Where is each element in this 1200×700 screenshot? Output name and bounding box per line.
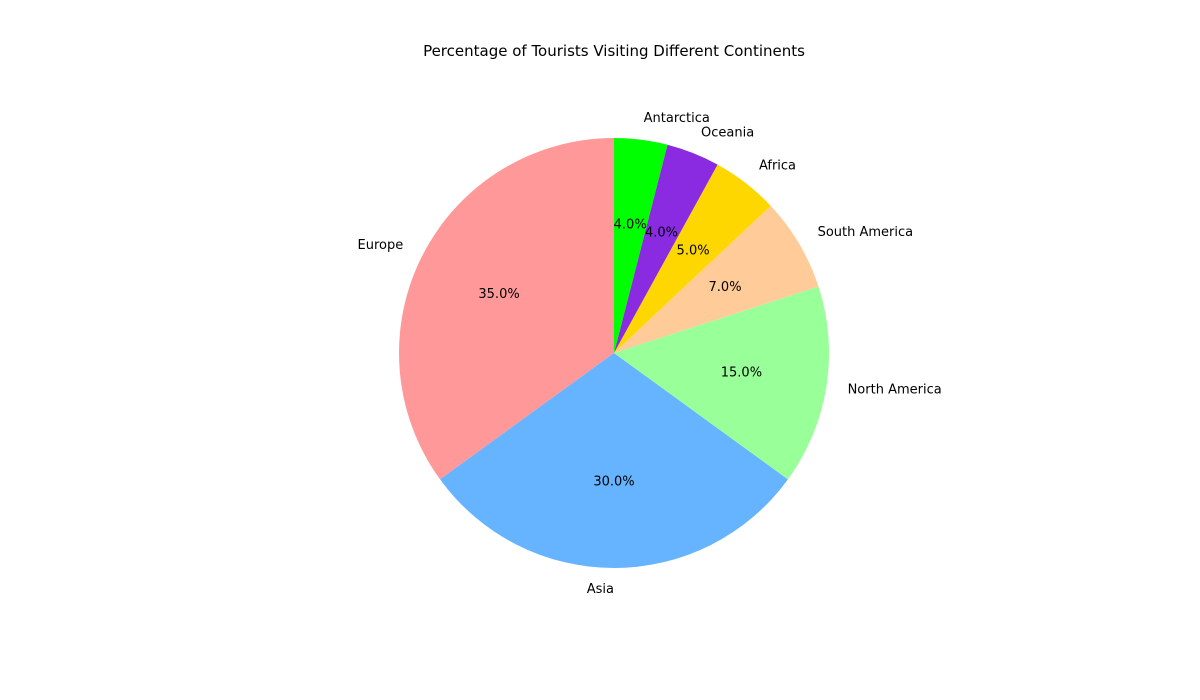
pie-slice-north-america (614, 286, 830, 480)
slice-label-asia: Asia (587, 582, 614, 597)
pct-label-oceania: 4.0% (645, 226, 678, 241)
pie-slice-antarctica (614, 138, 668, 353)
percentage-labels: 35.0% 30.0% 15.0% 7.0% 5.0% 4.0%4.0% (478, 218, 762, 490)
slice-label-south-america: South America (818, 225, 914, 240)
pie-slice-europe (399, 138, 614, 480)
pct-label-antarctica: 4.0% (614, 218, 647, 233)
slice-label-antarctica: Antarctica (644, 111, 710, 126)
pie-slices (399, 138, 830, 568)
pct-label-africa: 5.0% (677, 244, 710, 259)
pie-slice-africa (614, 164, 771, 353)
pie-slice-south-america (614, 205, 819, 353)
pie-slice-oceania (614, 144, 718, 353)
pct-label-north-america: 15.0% (721, 366, 762, 381)
slice-label-oceania: Oceania (701, 126, 754, 141)
pct-label-south-america: 7.0% (709, 280, 742, 295)
slice-labels: Europe Asia North America South America Afri… (358, 111, 942, 597)
pct-label-asia: 30.0% (593, 475, 634, 490)
pct-label-europe: 35.0% (478, 287, 519, 302)
chart-title: Percentage of Tourists Visiting Differen… (423, 42, 805, 60)
slice-label-africa: Africa (759, 159, 796, 174)
slice-label-north-america: North America (848, 383, 942, 398)
pie-slice-asia (440, 353, 788, 568)
slice-label-europe: Europe (358, 238, 404, 253)
